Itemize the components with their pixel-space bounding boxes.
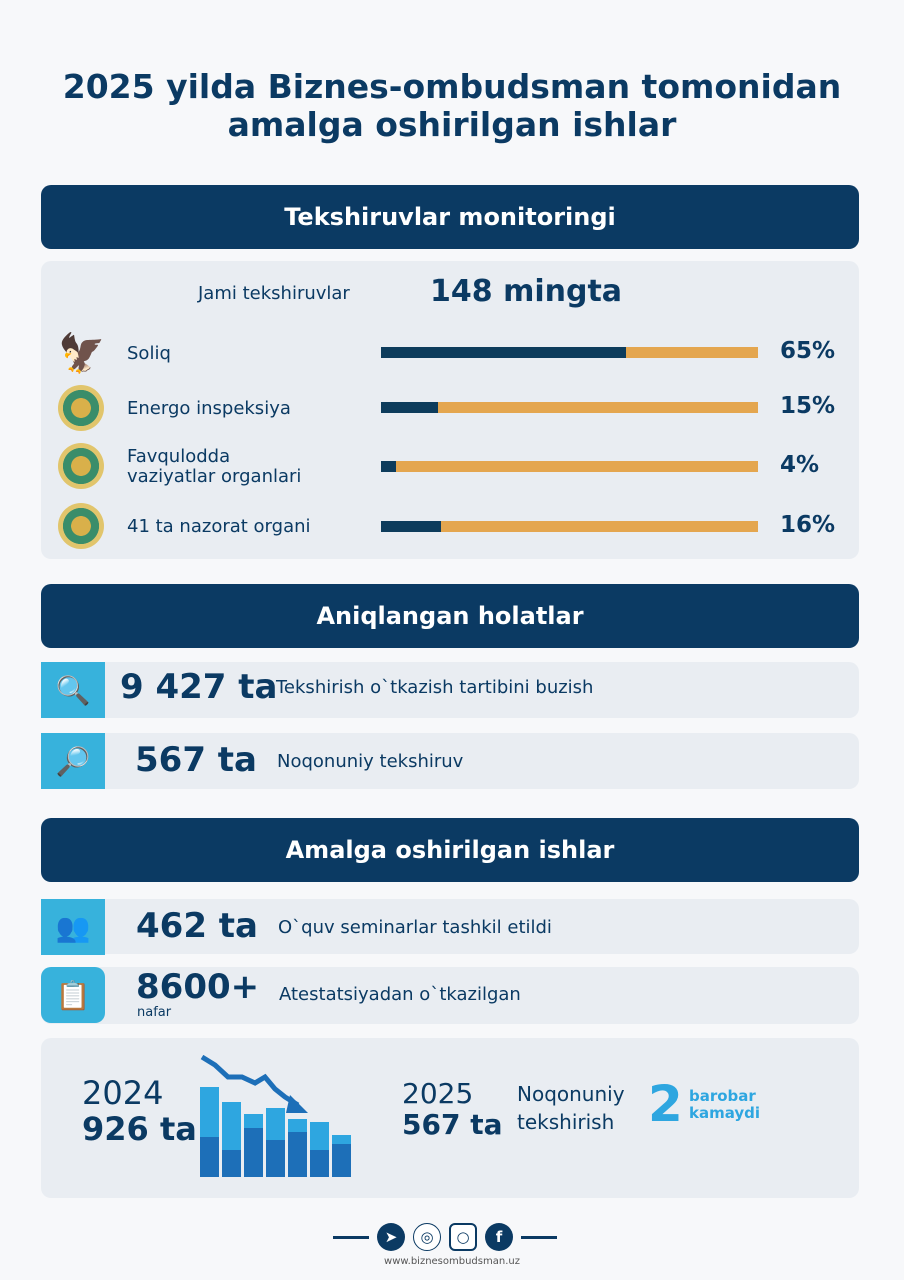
row-label: Energo inspeksiya — [127, 398, 291, 419]
facebook-icon[interactable]: f — [485, 1223, 513, 1251]
factor-value: 2 — [648, 1075, 683, 1133]
percent-value: 4% — [780, 452, 820, 478]
section-header-works: Amalga oshirilgan ishlar — [41, 818, 859, 882]
progress-fill — [381, 521, 442, 532]
chart-bar — [332, 1135, 351, 1177]
percent-value: 15% — [780, 393, 836, 419]
total-value: 148 mingta — [430, 274, 623, 309]
page-title: 2025 yilda Biznes-ombudsman tomonidan am… — [62, 67, 842, 144]
social-links: ➤ ◎ ○ f — [333, 1223, 557, 1251]
progress-bar — [381, 402, 758, 413]
work-text: O`quv seminarlar tashkil etildi — [278, 917, 552, 938]
factor-label: barobar kamaydi — [689, 1087, 761, 1122]
list-item — [41, 899, 859, 954]
finding-text: Noqonuniy tekshiruv — [277, 751, 464, 772]
list-item — [41, 662, 859, 718]
state-emblem-icon — [58, 443, 104, 489]
divider — [521, 1235, 557, 1239]
chart-bar — [310, 1122, 329, 1177]
chart-bar — [244, 1114, 263, 1177]
state-emblem-icon — [58, 503, 104, 549]
work-value: 462 ta — [136, 906, 259, 946]
list-item — [41, 967, 859, 1024]
progress-bar — [381, 521, 758, 532]
progress-fill — [381, 347, 627, 358]
chart-bar — [266, 1108, 285, 1177]
work-value: 8600+ — [136, 967, 260, 1007]
percent-value: 65% — [780, 338, 836, 364]
section-header-monitoring: Tekshiruvlar monitoringi — [41, 185, 859, 249]
row-label: Soliq — [127, 343, 171, 364]
chart-bar — [222, 1102, 241, 1177]
value-2025: 567 ta — [402, 1108, 503, 1141]
work-text: Atestatsiyadan o`tkazilgan — [279, 984, 521, 1005]
comparison-panel — [41, 1038, 859, 1198]
value-2024: 926 ta — [82, 1110, 197, 1148]
website-link[interactable]: www.biznesombudsman.uz — [384, 1256, 520, 1267]
document-magnifier-icon: 🔎 — [41, 733, 105, 789]
seminar-icon: 👥 — [41, 899, 105, 955]
telegram-icon[interactable]: ➤ — [377, 1223, 405, 1251]
finding-text: Tekshirish o`tkazish tartibini buzish — [276, 677, 594, 698]
inspection-search-icon: 🔍 — [41, 662, 105, 718]
year-2024: 2024 — [82, 1074, 164, 1112]
progress-fill — [381, 461, 397, 472]
progress-bar — [381, 347, 758, 358]
year-2025: 2025 — [402, 1077, 474, 1110]
comparison-label: Noqonuniy tekshirish — [517, 1082, 625, 1134]
progress-fill — [381, 402, 438, 413]
work-unit: nafar — [137, 1005, 172, 1020]
globe-icon[interactable]: ◎ — [413, 1223, 441, 1251]
chart-bar — [200, 1087, 219, 1177]
row-label: 41 ta nazorat organi — [127, 516, 311, 537]
progress-bar — [381, 461, 758, 472]
percent-value: 16% — [780, 512, 836, 538]
divider — [333, 1235, 369, 1239]
state-emblem-icon — [58, 385, 104, 431]
row-label: Favqulodda vaziyatlar organlari — [127, 446, 302, 487]
finding-value: 567 ta — [135, 740, 258, 780]
certification-icon: 📋 — [41, 967, 105, 1023]
decline-chart-icon — [200, 1055, 360, 1177]
finding-value: 9 427 ta — [120, 667, 278, 707]
instagram-icon[interactable]: ○ — [449, 1223, 477, 1251]
list-item — [41, 733, 859, 789]
section-header-findings: Aniqlangan holatlar — [41, 584, 859, 648]
eagle-emblem-icon: 🦅 — [58, 331, 106, 375]
total-label: Jami tekshiruvlar — [198, 283, 350, 304]
chart-bar — [288, 1119, 307, 1177]
